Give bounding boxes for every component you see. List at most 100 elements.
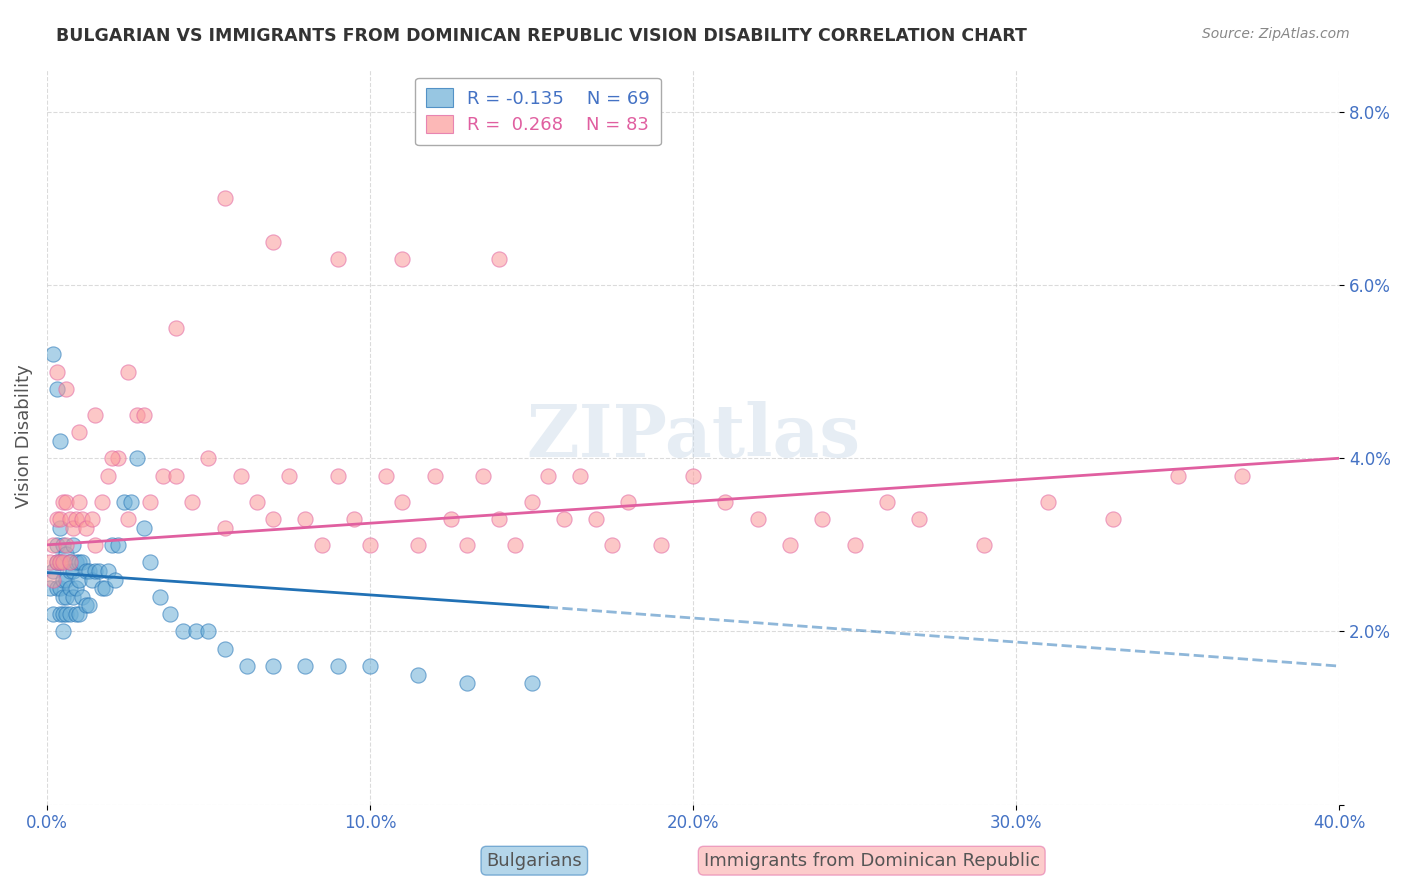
Point xyxy=(246,494,269,508)
Point xyxy=(127,451,149,466)
Text: BULGARIAN VS IMMIGRANTS FROM DOMINICAN REPUBLIC VISION DISABILITY CORRELATION CH: BULGARIAN VS IMMIGRANTS FROM DOMINICAN R… xyxy=(56,27,1028,45)
Point xyxy=(152,468,174,483)
Point xyxy=(181,494,204,508)
Point xyxy=(77,599,100,613)
Point xyxy=(39,581,62,595)
Point xyxy=(553,512,575,526)
Point xyxy=(58,581,80,595)
Point xyxy=(617,494,640,508)
Point xyxy=(75,564,97,578)
Point xyxy=(58,555,80,569)
Point xyxy=(472,468,495,483)
Point xyxy=(45,538,67,552)
Point xyxy=(49,555,72,569)
Point xyxy=(114,494,136,508)
Point xyxy=(84,538,107,552)
Point xyxy=(326,252,349,266)
Point xyxy=(55,382,77,396)
Point xyxy=(77,564,100,578)
Point xyxy=(84,564,107,578)
Point xyxy=(488,512,510,526)
Point xyxy=(779,538,801,552)
Point xyxy=(72,555,94,569)
Point xyxy=(97,564,120,578)
Point xyxy=(537,468,560,483)
Point xyxy=(456,676,478,690)
Y-axis label: Vision Disability: Vision Disability xyxy=(15,365,32,508)
Point xyxy=(165,468,187,483)
Point xyxy=(49,434,72,448)
Point xyxy=(65,581,87,595)
Text: ZIPatlas: ZIPatlas xyxy=(526,401,860,472)
Point xyxy=(844,538,866,552)
Point xyxy=(52,494,75,508)
Point xyxy=(139,555,162,569)
Point xyxy=(197,451,219,466)
Point xyxy=(67,607,90,622)
Point xyxy=(359,538,381,552)
Point xyxy=(117,512,139,526)
Point xyxy=(236,659,259,673)
Point xyxy=(811,512,834,526)
Point xyxy=(52,590,75,604)
Point xyxy=(311,538,333,552)
Point xyxy=(214,520,236,534)
Legend: R = -0.135    N = 69, R =  0.268    N = 83: R = -0.135 N = 69, R = 0.268 N = 83 xyxy=(415,78,661,145)
Point xyxy=(132,520,155,534)
Point xyxy=(184,624,207,639)
Point xyxy=(52,573,75,587)
Point xyxy=(75,520,97,534)
Point xyxy=(94,581,117,595)
Point xyxy=(159,607,181,622)
Point xyxy=(67,494,90,508)
Text: Source: ZipAtlas.com: Source: ZipAtlas.com xyxy=(1202,27,1350,41)
Point xyxy=(520,676,543,690)
Point xyxy=(391,252,413,266)
Point xyxy=(127,408,149,422)
Point xyxy=(149,590,172,604)
Point xyxy=(326,468,349,483)
Point xyxy=(52,607,75,622)
Point xyxy=(1102,512,1125,526)
Point xyxy=(45,581,67,595)
Point xyxy=(52,538,75,552)
Point xyxy=(45,512,67,526)
Point xyxy=(75,599,97,613)
Point xyxy=(294,659,316,673)
Point xyxy=(65,512,87,526)
Point xyxy=(42,573,65,587)
Point xyxy=(262,659,284,673)
Point xyxy=(58,512,80,526)
Point xyxy=(214,191,236,205)
Point xyxy=(65,607,87,622)
Point xyxy=(67,425,90,440)
Point xyxy=(58,607,80,622)
Point xyxy=(62,538,84,552)
Point xyxy=(90,581,112,595)
Point xyxy=(67,573,90,587)
Point xyxy=(49,512,72,526)
Point xyxy=(132,408,155,422)
Point xyxy=(82,573,104,587)
Point xyxy=(294,512,316,526)
Point xyxy=(876,494,898,508)
Point xyxy=(65,555,87,569)
Text: Immigrants from Dominican Republic: Immigrants from Dominican Republic xyxy=(704,852,1039,870)
Point xyxy=(569,468,592,483)
Point xyxy=(55,547,77,561)
Point xyxy=(1167,468,1189,483)
Point xyxy=(45,382,67,396)
Point xyxy=(72,590,94,604)
Point xyxy=(278,468,301,483)
Point xyxy=(55,590,77,604)
Point xyxy=(45,365,67,379)
Point xyxy=(456,538,478,552)
Point xyxy=(104,573,127,587)
Point xyxy=(55,573,77,587)
Point xyxy=(408,667,430,681)
Text: Bulgarians: Bulgarians xyxy=(486,852,582,870)
Point xyxy=(49,555,72,569)
Point xyxy=(1038,494,1060,508)
Point xyxy=(326,659,349,673)
Point xyxy=(67,555,90,569)
